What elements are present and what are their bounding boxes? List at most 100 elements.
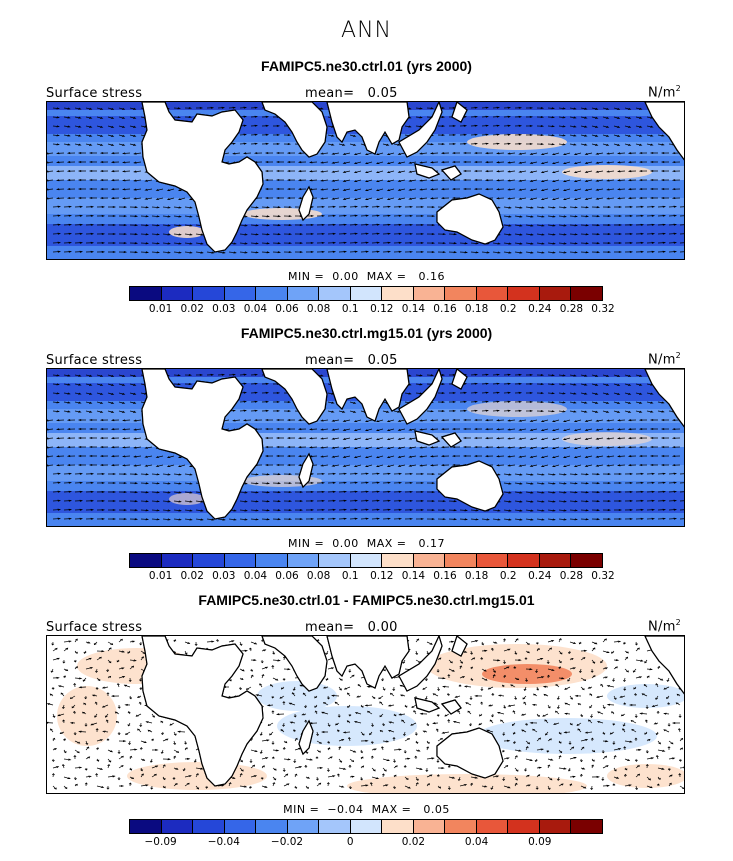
panel-2-colorbar-labels: 0.01 0.02 0.03 0.04 0.06 0.08 0.1 0.12 0.14 0.16 0… xyxy=(129,570,615,584)
colorbar-tick-label: −0.02 xyxy=(270,836,304,848)
colorbar-tick-label: 0.04 xyxy=(243,570,268,582)
season-title: ANN xyxy=(341,18,392,43)
colorbar-swatch xyxy=(508,820,540,833)
panel-1-colorbar xyxy=(129,286,603,301)
panel-3-colorbar xyxy=(129,819,603,834)
colorbar-tick-label: 0.24 xyxy=(528,303,552,315)
colorbar-swatch xyxy=(413,820,446,833)
panel-3-minmax: MIN = −0.04 MAX = 0.05 xyxy=(283,803,450,816)
colorbar-tick-label: 0.12 xyxy=(370,303,394,315)
colorbar-swatch xyxy=(476,287,509,300)
colorbar-tick-label: 0.1 xyxy=(341,303,359,315)
colorbar-tick-label: 0.04 xyxy=(464,836,489,848)
colorbar-swatch xyxy=(508,287,540,300)
colorbar-swatch xyxy=(445,287,477,300)
colorbar-swatch xyxy=(319,287,351,300)
colorbar-swatch xyxy=(130,820,162,833)
colorbar-tick-label: 0.28 xyxy=(559,570,584,582)
colorbar-swatch xyxy=(445,820,477,833)
colorbar-swatch xyxy=(319,554,351,567)
colorbar-tick-label: −0.09 xyxy=(144,836,177,848)
colorbar-tick-label: 0.02 xyxy=(180,303,204,315)
panel-1-mean: mean= 0.05 xyxy=(305,86,398,101)
colorbar-tick-label: 0.14 xyxy=(401,303,426,315)
colorbar-swatch xyxy=(508,554,540,567)
colorbar-swatch xyxy=(224,554,257,567)
colorbar-swatch xyxy=(287,554,320,567)
colorbar-swatch xyxy=(224,287,257,300)
colorbar-tick-label: 0.16 xyxy=(433,570,457,582)
colorbar-swatch xyxy=(413,554,446,567)
colorbar-tick-label: 0.32 xyxy=(591,303,615,315)
colorbar-tick-label: 0.03 xyxy=(212,570,236,582)
colorbar-tick-label: 0.16 xyxy=(433,303,457,315)
colorbar-tick-label: −0.04 xyxy=(207,836,240,848)
colorbar-tick-label: 0.06 xyxy=(275,303,299,315)
colorbar-tick-label: 0.28 xyxy=(559,303,584,315)
colorbar-swatch xyxy=(571,820,602,833)
panel-3-colorbar-labels: −0.09 −0.04 −0.02 0 0.02 0.04 0.09 xyxy=(129,836,603,850)
colorbar-swatch xyxy=(161,820,194,833)
colorbar-swatch xyxy=(287,287,320,300)
colorbar-swatch xyxy=(256,554,288,567)
colorbar-swatch xyxy=(350,820,383,833)
panel-3-mean: mean= 0.00 xyxy=(305,620,398,635)
panel-1-units: N/m2 xyxy=(648,84,682,101)
panel-1-title: FAMIPC5.ne30.ctrl.01 (yrs 2000) xyxy=(261,58,472,74)
panel-1-colorbar-labels: 0.01 0.02 0.03 0.04 0.06 0.08 0.1 0.12 0.14 0.16 0… xyxy=(129,303,615,317)
panel-2-minmax: MIN = 0.00 MAX = 0.17 xyxy=(288,537,445,550)
panel-2-colorbar xyxy=(129,553,603,568)
colorbar-swatch xyxy=(287,820,320,833)
colorbar-tick-label: 0.32 xyxy=(591,570,615,582)
colorbar-tick-label: 0.01 xyxy=(148,303,173,315)
colorbar-tick-label: 0.01 xyxy=(148,570,173,582)
colorbar-tick-label: 0.2 xyxy=(499,570,517,582)
panel-1-minmax: MIN = 0.00 MAX = 0.16 xyxy=(288,270,445,283)
colorbar-tick-label: 0.24 xyxy=(528,570,552,582)
panel-2-field-label: Surface stress xyxy=(46,353,143,368)
panel-3-units: N/m2 xyxy=(648,618,682,635)
colorbar-tick-label: 0.08 xyxy=(306,570,331,582)
colorbar-swatch xyxy=(476,554,509,567)
colorbar-swatch xyxy=(413,287,446,300)
colorbar-tick-label: 0.03 xyxy=(212,303,236,315)
colorbar-swatch xyxy=(161,554,194,567)
panel-1-map xyxy=(46,101,685,260)
colorbar-swatch xyxy=(130,287,162,300)
colorbar-swatch xyxy=(476,820,509,833)
panel-1-field-label: Surface stress xyxy=(46,86,143,101)
panel-3-field-label: Surface stress xyxy=(46,620,143,635)
colorbar-swatch xyxy=(193,554,225,567)
colorbar-tick-label: 0.08 xyxy=(306,303,331,315)
colorbar-tick-label: 0.18 xyxy=(464,570,489,582)
colorbar-swatch xyxy=(161,287,194,300)
colorbar-swatch xyxy=(224,820,257,833)
panel-2-title: FAMIPC5.ne30.ctrl.mg15.01 (yrs 2000) xyxy=(240,325,493,341)
colorbar-tick-label: 0.1 xyxy=(341,570,359,582)
colorbar-swatch xyxy=(382,820,414,833)
colorbar-tick-label: 0.2 xyxy=(499,303,517,315)
panel-3-title: FAMIPC5.ne30.ctrl.01 - FAMIPC5.ne30.ctrl… xyxy=(198,592,535,608)
colorbar-swatch xyxy=(193,287,225,300)
colorbar-swatch xyxy=(350,554,383,567)
colorbar-swatch xyxy=(319,820,351,833)
colorbar-swatch xyxy=(539,287,572,300)
colorbar-tick-label: 0.04 xyxy=(243,303,268,315)
colorbar-tick-label: 0.12 xyxy=(370,570,394,582)
colorbar-tick-label: 0 xyxy=(346,836,354,848)
colorbar-tick-label: 0.18 xyxy=(464,303,489,315)
colorbar-swatch xyxy=(256,287,288,300)
colorbar-swatch xyxy=(350,287,383,300)
panel-3-map xyxy=(46,635,685,794)
colorbar-swatch xyxy=(571,554,602,567)
colorbar-swatch xyxy=(382,554,414,567)
colorbar-swatch xyxy=(382,287,414,300)
colorbar-tick-label: 0.02 xyxy=(401,836,426,848)
colorbar-swatch xyxy=(193,820,225,833)
colorbar-swatch xyxy=(130,554,162,567)
panel-2-map xyxy=(46,368,685,527)
panel-2-units: N/m2 xyxy=(648,351,682,368)
colorbar-swatch xyxy=(256,820,288,833)
colorbar-swatch xyxy=(539,820,572,833)
panel-2-mean: mean= 0.05 xyxy=(305,353,398,368)
